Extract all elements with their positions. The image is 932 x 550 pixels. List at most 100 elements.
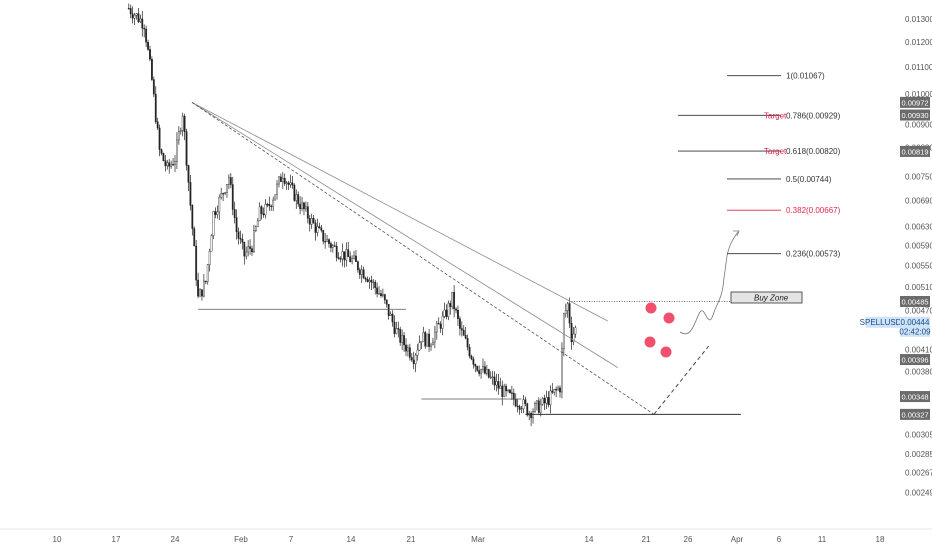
date-tick-label: 18 — [876, 535, 885, 544]
candle-body — [226, 184, 228, 193]
candle-body — [245, 251, 248, 257]
projection-dashed-path — [653, 345, 709, 415]
price-tag — [900, 109, 930, 121]
fib-label-0-618: 0.618(0.00820) — [786, 147, 841, 156]
candle-body — [382, 294, 384, 296]
candle-body — [149, 49, 151, 60]
candle-body — [499, 385, 502, 389]
candle-body — [353, 255, 355, 259]
price-tick-label: 0.00510 — [905, 283, 932, 292]
breakout-marker — [663, 312, 675, 324]
candle-body — [212, 211, 215, 236]
candle-body — [316, 226, 319, 233]
candle-body — [428, 333, 430, 347]
price-tick-label: 0.01000 — [905, 90, 932, 99]
candle-body — [195, 245, 198, 281]
candle-body — [268, 204, 271, 207]
candle-body — [389, 313, 392, 316]
candle-body — [503, 385, 506, 397]
price-tag-label: 0.00327 — [901, 410, 928, 419]
candle-body — [457, 310, 459, 319]
price-tick-label: 0.01200 — [905, 38, 932, 47]
candle-body — [537, 400, 540, 413]
candle-body — [160, 149, 163, 154]
candle-body — [185, 131, 188, 166]
candle-body — [555, 389, 558, 391]
candle-body — [405, 344, 407, 352]
candle-body — [206, 264, 209, 282]
candle-body — [476, 366, 479, 371]
candle-body — [520, 408, 523, 410]
candle-body — [501, 385, 504, 397]
candle-body — [224, 192, 226, 194]
candle-body — [214, 211, 217, 215]
price-tag-label: 0.00396 — [901, 356, 928, 365]
candle-body — [270, 205, 273, 207]
candle-body — [495, 381, 498, 386]
price-tick-label: 0.00470 — [905, 306, 932, 315]
date-axis: 10 17 24 Feb 7 14 21 Mar 14 21 26 Apr 6 11 18 — [0, 528, 932, 544]
price-tick-label: 0.00550 — [905, 261, 932, 270]
fib-target-label: Target — [764, 147, 787, 156]
price-tick-label: 0.00267 — [905, 468, 932, 477]
candle-body — [358, 269, 361, 275]
candle-body — [202, 280, 205, 297]
candle-body — [276, 183, 278, 195]
candle-body — [393, 321, 396, 334]
date-tick-label: 14 — [347, 535, 356, 544]
candle-body — [289, 182, 292, 185]
price-tag — [900, 354, 930, 366]
candle-body — [235, 217, 238, 232]
date-tick-label: 7 — [289, 535, 294, 544]
candle-body — [172, 164, 174, 166]
candle-body — [574, 327, 577, 335]
candle-body — [335, 245, 338, 258]
candle-body — [505, 385, 507, 392]
candle-body — [283, 178, 286, 184]
candle-body — [314, 222, 317, 233]
candle-body — [424, 332, 427, 347]
candle-body — [403, 335, 405, 346]
candle-body — [337, 257, 340, 259]
candle-body — [564, 310, 567, 315]
candle-body — [262, 213, 265, 216]
trendline-dashed — [191, 102, 655, 415]
candle-body — [127, 8, 130, 10]
candle-body — [514, 399, 517, 407]
candle-body — [482, 366, 484, 370]
markers-group — [644, 302, 675, 358]
candle-body — [484, 366, 486, 374]
candle-body — [430, 344, 432, 347]
buy-zone-box — [730, 291, 803, 304]
candle-body — [416, 349, 419, 356]
fib-label-0-786: 0.786(0.00929) — [786, 111, 841, 120]
candle-body — [347, 249, 350, 257]
candle-body — [551, 390, 554, 393]
candle-body — [141, 18, 144, 29]
candle-body — [376, 287, 379, 294]
fib-label-0-236: 0.236(0.00573) — [786, 250, 841, 259]
candle-body — [433, 331, 436, 343]
price-tick-label: 0.00590 — [905, 241, 932, 250]
price-tag-label: 0.00348 — [901, 393, 928, 402]
candle-body — [539, 404, 542, 413]
candle-body — [432, 341, 434, 346]
candle-body — [312, 218, 315, 224]
candle-body — [374, 281, 377, 289]
candle-body — [561, 348, 563, 393]
candle-body — [407, 347, 409, 352]
candle-body — [530, 413, 533, 419]
candle-body — [279, 176, 282, 182]
candle-body — [349, 256, 352, 262]
breakout-marker — [645, 302, 657, 314]
candle-body — [156, 121, 159, 129]
candle-body — [247, 246, 250, 253]
candle-body — [301, 202, 303, 210]
candle-body — [536, 400, 538, 404]
date-tick-label: 24 — [171, 535, 180, 544]
candle-body — [566, 303, 569, 311]
candle-body — [368, 279, 371, 282]
candle-body — [391, 313, 394, 323]
